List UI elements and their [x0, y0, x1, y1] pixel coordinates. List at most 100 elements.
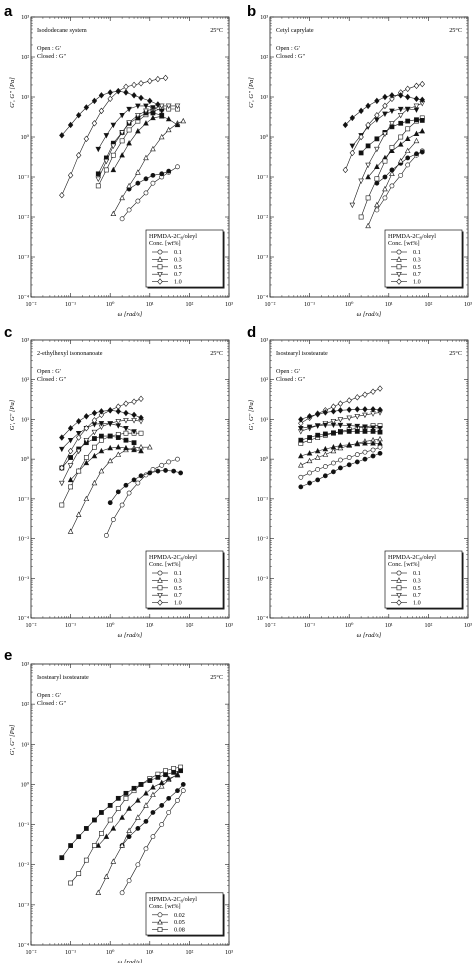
data-point-open: [59, 192, 65, 199]
data-point-closed: [143, 103, 149, 110]
data-point-open: [68, 484, 73, 490]
legend-item-label: 0.3: [413, 577, 421, 584]
legend-marker: [396, 570, 402, 576]
data-point-closed: [59, 434, 65, 441]
data-point-closed: [362, 440, 368, 446]
data-point-closed: [163, 772, 168, 778]
x-tick-label: 10²: [424, 623, 432, 629]
data-point-closed: [75, 112, 82, 119]
data-point-closed: [298, 416, 304, 423]
data-point-open: [389, 121, 395, 127]
data-point-closed: [338, 465, 343, 471]
data-point-closed: [419, 127, 426, 134]
data-point-closed: [298, 437, 304, 443]
data-point-closed: [135, 180, 141, 186]
y-tick-label: 10⁻¹: [257, 497, 268, 503]
data-point-open: [126, 490, 132, 496]
data-point-closed: [354, 423, 361, 430]
data-point-open: [99, 437, 104, 443]
data-point-closed: [322, 473, 328, 479]
data-point-closed: [95, 842, 102, 848]
y-tick-label: 10⁰: [21, 456, 30, 463]
data-point-open: [126, 878, 132, 884]
data-point-closed: [374, 117, 380, 123]
data-point-open: [374, 201, 380, 208]
legend-item-label: 0.7: [174, 592, 182, 599]
legend-title-part: /oleyl: [183, 554, 197, 561]
open-marker-note: Open : G': [37, 368, 61, 375]
chart-title: Isododecane system: [37, 27, 87, 34]
data-point-closed: [362, 424, 368, 431]
data-point-closed: [370, 406, 376, 413]
data-point-open: [126, 207, 132, 213]
data-point-closed: [166, 168, 172, 174]
x-tick-label: 10⁻¹: [304, 623, 315, 629]
legend-title-part: HPMDA-2C: [149, 896, 181, 903]
legend-marker: [396, 249, 402, 255]
x-tick-label: 10³: [225, 302, 233, 308]
data-point-open: [306, 457, 313, 464]
data-point-closed: [322, 445, 329, 452]
y-tick-label: 10⁻¹: [257, 175, 268, 181]
data-point-closed: [354, 406, 360, 413]
data-point-open: [158, 133, 165, 140]
data-point-closed: [135, 127, 141, 134]
y-tick-label: 10⁻³: [18, 576, 29, 582]
series-line-open: [121, 790, 184, 893]
data-point-closed: [91, 452, 98, 459]
data-point-open: [155, 75, 161, 83]
panel-letter: e: [4, 647, 12, 664]
y-tick-label: 10⁻⁴: [257, 295, 268, 301]
data-point-closed: [337, 422, 344, 429]
legend-title-part: /oleyl: [422, 554, 436, 561]
data-point-open: [362, 391, 368, 398]
legend-marker: [396, 256, 402, 262]
data-point-open: [75, 511, 82, 517]
data-point-open: [119, 842, 125, 848]
legend-marker: [157, 919, 163, 925]
temperature-label: 25°C: [449, 27, 462, 34]
data-point-open: [92, 444, 97, 450]
data-point-open: [98, 107, 105, 115]
x-tick-label: 10¹: [146, 302, 154, 308]
data-point-open: [143, 802, 149, 808]
data-point-closed: [115, 408, 121, 415]
data-point-open: [131, 81, 137, 89]
data-point-closed: [414, 151, 419, 157]
y-tick-label: 10⁻⁴: [18, 295, 29, 301]
series-line-open: [113, 120, 184, 214]
x-tick-label: 10⁻²: [26, 623, 37, 629]
y-tick-label: 10⁻³: [257, 576, 268, 582]
x-tick-label: 10³: [225, 950, 233, 956]
data-point-open: [126, 120, 132, 126]
panel-letter: d: [247, 324, 256, 341]
data-point-closed: [115, 795, 121, 801]
data-point-open: [374, 112, 380, 119]
data-point-closed: [131, 477, 137, 483]
data-point-open: [389, 144, 395, 150]
plot-frame: [30, 663, 230, 946]
data-point-open: [377, 385, 383, 392]
series-1.0: [59, 395, 144, 472]
data-point-open: [91, 120, 98, 127]
series-line-closed: [61, 422, 135, 450]
data-point-closed: [315, 432, 321, 438]
data-point-closed: [337, 407, 344, 414]
data-point-closed: [92, 436, 97, 441]
x-tick-label: 10⁰: [106, 622, 115, 629]
data-point-closed: [126, 834, 132, 840]
data-point-open: [337, 400, 344, 407]
data-point-closed: [99, 810, 104, 815]
data-point-open: [126, 827, 132, 833]
legend-item-label: 0.7: [174, 271, 182, 278]
data-point-closed: [95, 146, 102, 153]
data-point-open: [150, 834, 156, 840]
data-point-open: [175, 798, 180, 803]
data-point-closed: [98, 447, 105, 454]
legend-item-label: 0.5: [174, 585, 182, 592]
data-point-open: [103, 167, 109, 173]
data-point-closed: [98, 421, 105, 427]
data-point-closed: [143, 790, 149, 796]
data-point-closed: [389, 92, 395, 99]
